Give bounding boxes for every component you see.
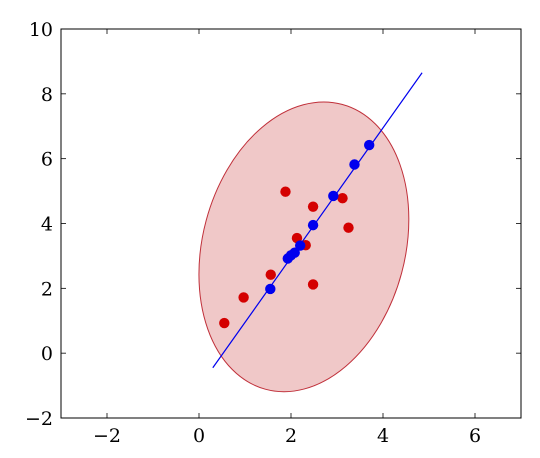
tick-label-layer: −2 0 2 4 6 −2 0 2 4 6 8 10	[25, 19, 481, 447]
red-data-point	[219, 317, 230, 329]
y-tick-label: 10	[29, 19, 53, 41]
shape-layer	[198, 72, 423, 393]
x-tick-label: −2	[93, 425, 121, 447]
red-data-point	[343, 222, 354, 233]
blue-data-point	[265, 283, 276, 295]
blue-data-point	[307, 219, 319, 231]
red-data-point	[265, 269, 276, 280]
blue-data-point	[289, 247, 300, 258]
red-data-point	[307, 279, 319, 290]
blue-data-point	[349, 159, 360, 170]
blue-data-point	[328, 190, 339, 202]
y-tick-label: 0	[41, 343, 53, 365]
y-tick-label: 6	[41, 149, 53, 171]
regression-line	[212, 72, 423, 369]
y-tick-label: 2	[41, 278, 53, 300]
x-tick-label: 4	[377, 425, 389, 447]
blue-data-point	[295, 240, 306, 251]
plot-frame	[60, 28, 522, 419]
blue-data-point	[364, 139, 375, 151]
red-data-point	[238, 292, 249, 303]
y-tick-label: −2	[25, 408, 53, 430]
y-tick-label: 8	[41, 84, 53, 106]
y-tick-label: 4	[41, 214, 53, 236]
x-tick-label: 2	[285, 425, 297, 447]
red-data-point	[280, 186, 291, 197]
red-data-point	[307, 201, 319, 212]
x-tick-label: 6	[469, 425, 481, 447]
red-data-point	[337, 193, 348, 204]
x-tick-label: 0	[193, 425, 205, 447]
